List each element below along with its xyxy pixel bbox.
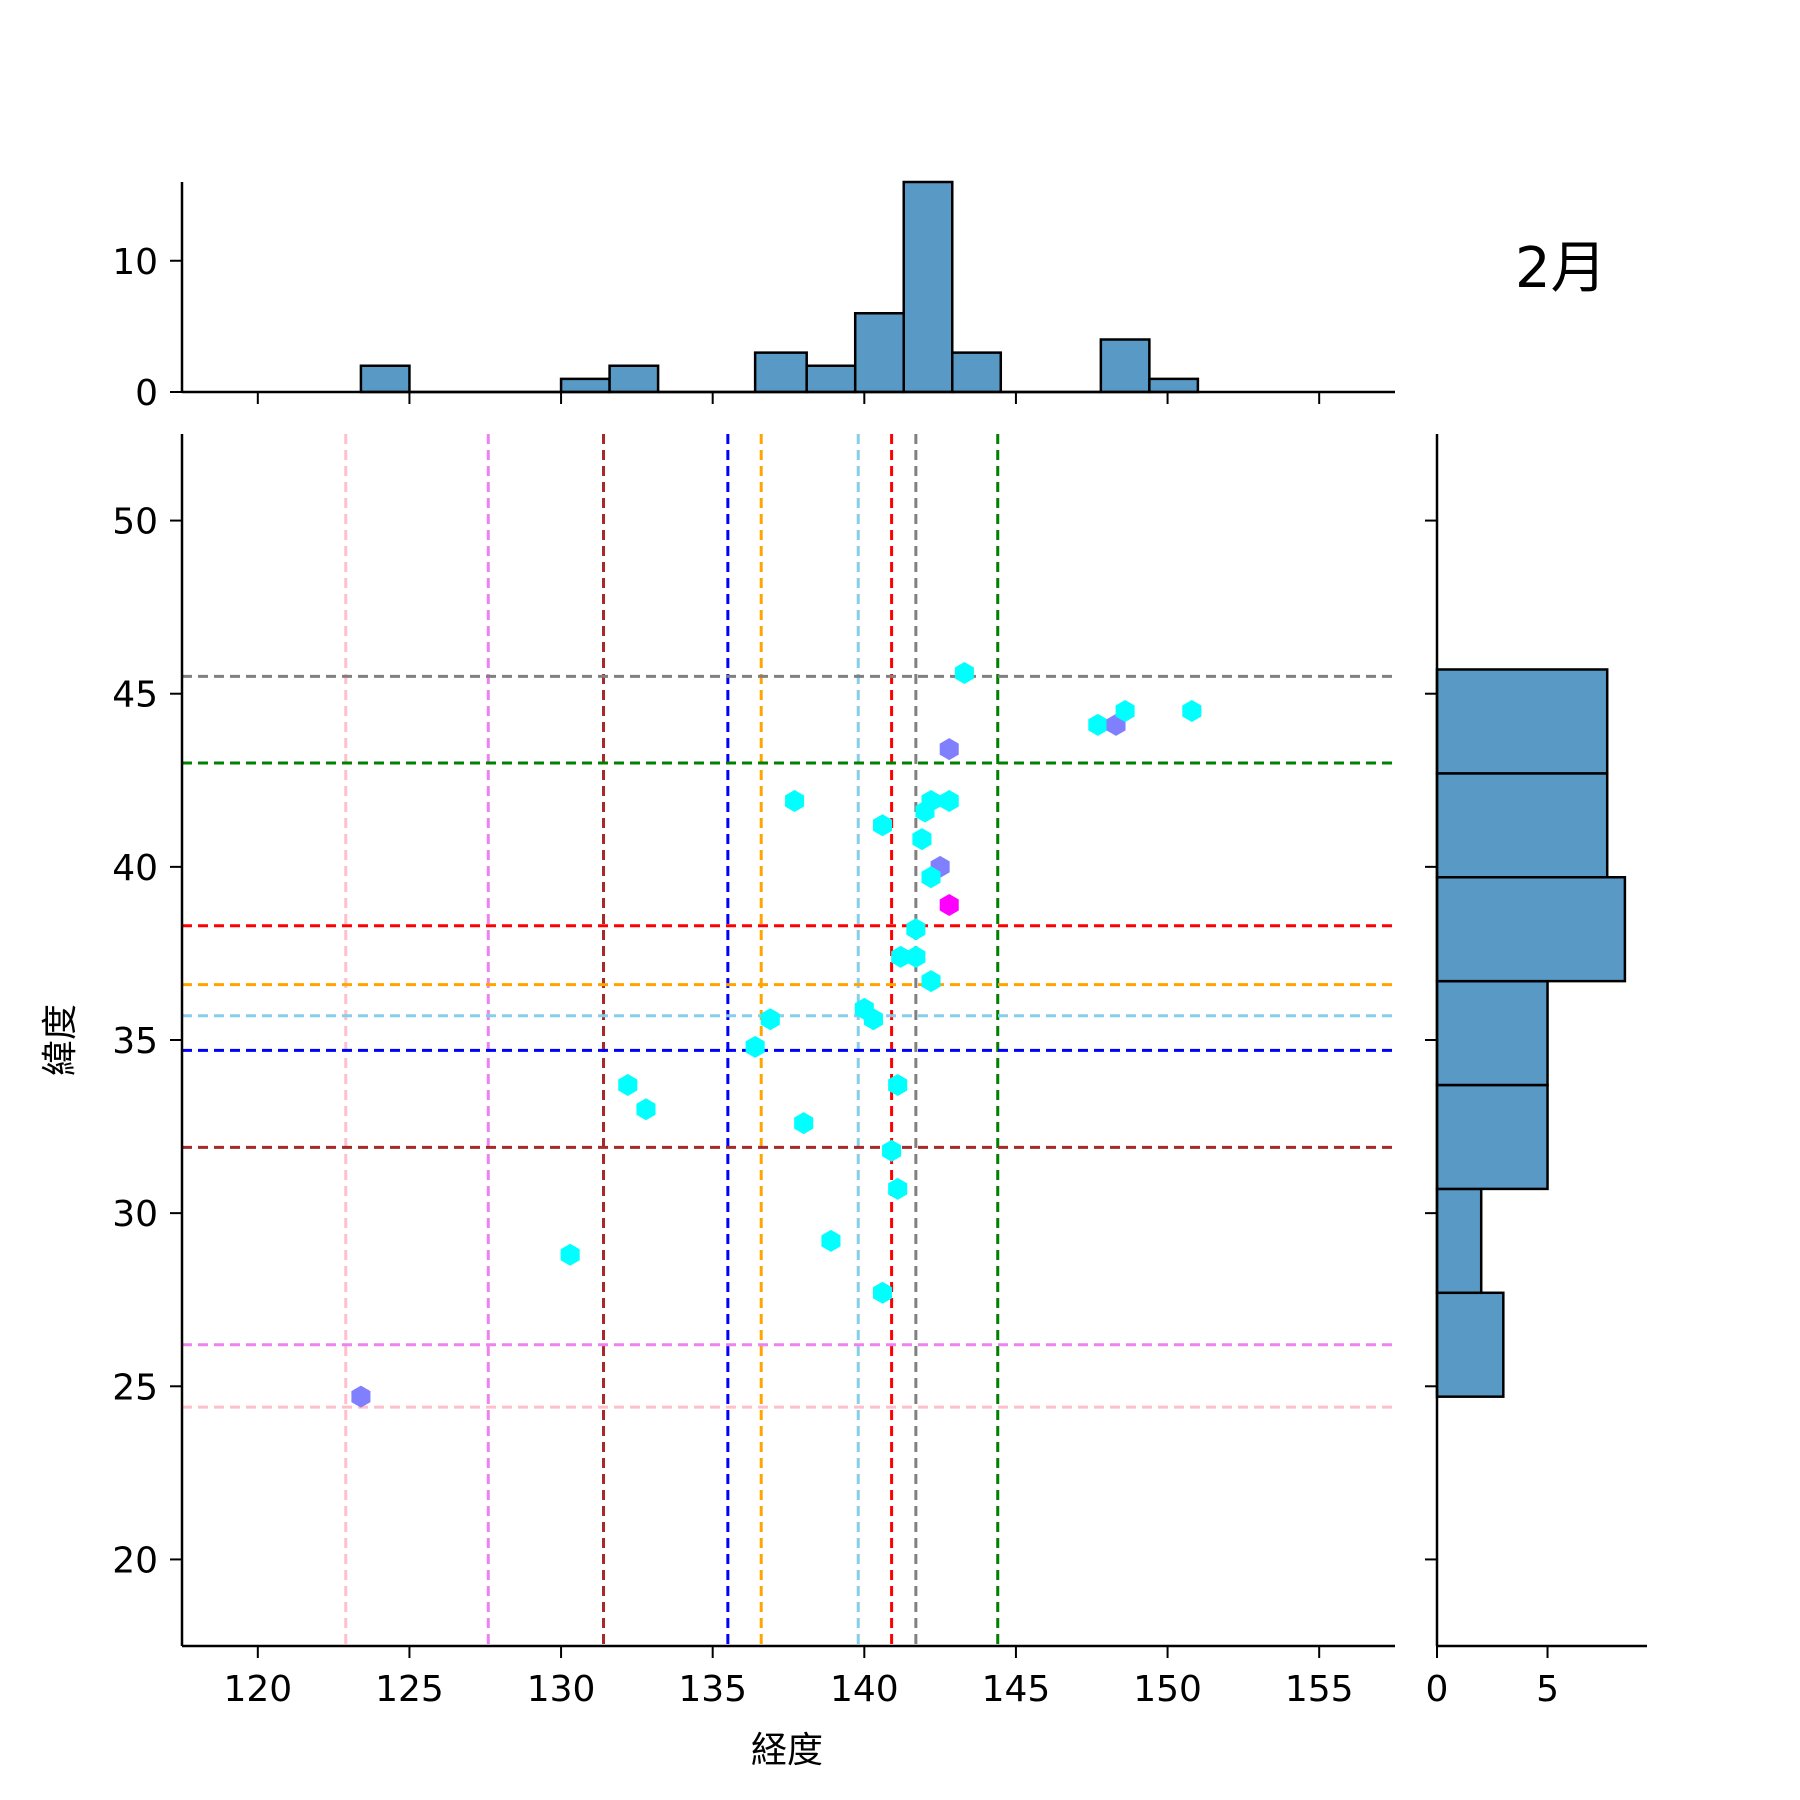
y-hist-bar [1437,877,1625,981]
x-hist-tick-label: 0 [135,373,158,414]
y-hist-bar [1437,981,1548,1085]
scatter-point [873,1282,892,1304]
scatter-point [351,1386,370,1408]
x-tick-label: 155 [1285,1669,1354,1710]
y-tick-label: 45 [112,675,158,716]
x-tick-label: 120 [223,1669,292,1710]
scatter-point [761,1008,780,1030]
x-hist-bar [755,353,807,392]
x-tick-label: 150 [1133,1669,1202,1710]
scatter-point [794,1112,813,1134]
y-tick-label: 25 [112,1367,158,1408]
scatter-point [955,662,974,684]
scatter-point [1088,714,1107,736]
x-axis-label: 経度 [751,1730,823,1771]
x-tick-label: 125 [375,1669,444,1710]
x-hist-bar [855,313,904,392]
y-hist-tick-label: 5 [1536,1669,1559,1710]
y-hist-bar [1437,1293,1503,1397]
scatter-point [940,738,959,760]
scatter-point [922,970,941,992]
scatter-point [785,790,804,812]
scatter-point [912,828,931,850]
x-hist-tick-label: 10 [112,242,158,283]
scatter-point [888,1178,907,1200]
main-scatter-plot: 120 125 130 135 140 145 150 155 20 25 30 35 40 45 50 [112,434,1395,1710]
x-hist-bar [610,366,659,392]
y-tick-label: 30 [112,1194,158,1235]
x-tick-label: 130 [527,1669,596,1710]
y-hist-bar [1437,1085,1548,1189]
y-hist-bar [1437,669,1607,773]
scatter-point [940,894,959,916]
x-hist-bar [952,353,1001,392]
scatter-point [618,1074,637,1096]
scatter-point [873,814,892,836]
scatter-point [746,1036,765,1058]
scatter-point [940,790,959,812]
scatter-point [636,1098,655,1120]
scatter-point [906,946,925,968]
scatter-point [561,1244,580,1266]
y-hist-bar [1437,1189,1481,1293]
y-hist-tick-label: 0 [1426,1669,1449,1710]
y-tick-label: 40 [112,848,158,889]
scatter-point [882,1140,901,1162]
x-hist-bar [561,379,610,392]
x-hist-bar [361,366,410,392]
scatter-point [1182,700,1201,722]
y-tick-label: 35 [112,1021,158,1062]
y-tick-label: 50 [112,502,158,543]
x-marginal-histogram: 0 10 [112,182,1395,414]
x-tick-label: 140 [830,1669,899,1710]
y-tick-label: 20 [112,1540,158,1581]
y-hist-bar [1437,773,1607,877]
x-hist-bar [1101,340,1150,393]
scatter-point [906,918,925,940]
x-hist-bar [807,366,856,392]
y-axis-label: 緯度 [40,1004,81,1076]
x-tick-label: 145 [982,1669,1051,1710]
x-hist-bar [1149,379,1198,392]
x-tick-label: 135 [678,1669,747,1710]
x-hist-bar [904,182,953,392]
chart-title: 2月 [1515,236,1607,301]
scatter-point [821,1230,840,1252]
